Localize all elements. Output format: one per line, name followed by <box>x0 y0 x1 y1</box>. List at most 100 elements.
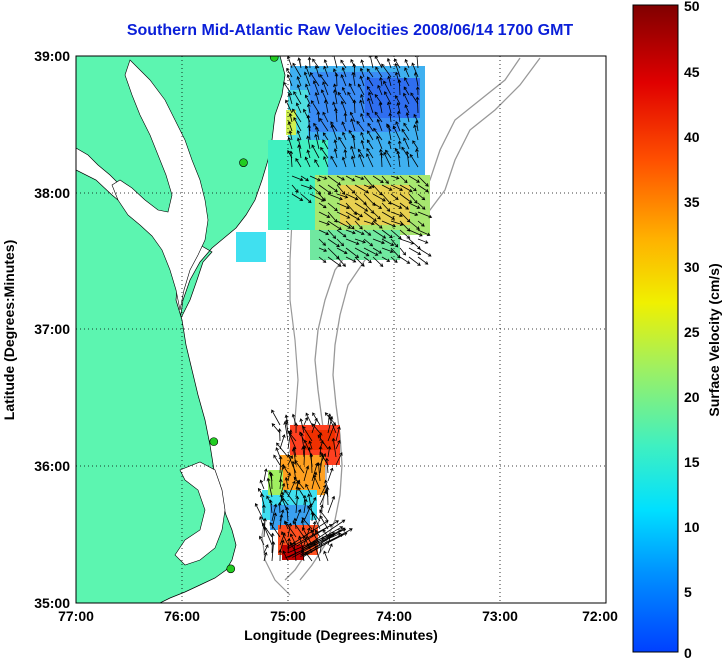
velocity-arrow <box>414 120 419 132</box>
velocity-arrow <box>363 238 374 247</box>
velocity-arrow <box>261 504 266 514</box>
velocity-arrow <box>293 91 302 105</box>
velocity-arrow <box>352 63 357 78</box>
velocity-arrow <box>330 155 338 168</box>
map-title: Southern Mid-Atlantic Raw Velocities 200… <box>126 22 574 39</box>
velocity-arrow <box>350 145 356 159</box>
velocity-arrow <box>324 99 329 114</box>
velocity-arrow <box>305 412 313 426</box>
velocity-arrow <box>279 434 286 450</box>
velocity-arrow <box>304 94 311 105</box>
velocity-arrow <box>263 544 269 554</box>
velocity-arrow <box>306 103 311 114</box>
velocity-arrow <box>363 247 379 256</box>
velocity-arrow <box>287 522 293 538</box>
velocity-arrow <box>309 193 325 202</box>
velocity-arrow <box>356 120 365 132</box>
velocity-arrow <box>303 416 309 426</box>
velocity-arrow <box>283 421 289 442</box>
velocity-arrow <box>314 159 320 168</box>
velocity-arrow <box>263 468 268 482</box>
velocity-arrow <box>360 93 365 105</box>
velocity-arrow <box>376 135 383 150</box>
velocity-arrow <box>318 211 331 218</box>
velocity-arrow <box>328 416 337 434</box>
velocity-arrow <box>306 135 311 150</box>
velocity-arrow <box>302 425 313 442</box>
velocity-arrow <box>381 247 394 253</box>
velocity-arrow <box>408 193 418 204</box>
velocity-arrow <box>390 220 404 226</box>
colorbar-tick-label: 20 <box>684 389 700 405</box>
velocity-arrow <box>376 118 383 132</box>
velocity-arrow <box>284 414 289 426</box>
velocity-arrow <box>266 477 273 498</box>
velocity-arrow <box>381 238 395 246</box>
velocity-arrow <box>351 134 356 150</box>
velocity-arrow <box>354 256 365 267</box>
velocity-arrow <box>374 56 383 69</box>
velocity-arrow <box>341 131 347 141</box>
velocity-arrow <box>335 452 343 466</box>
velocity-arrow <box>276 442 289 458</box>
velocity-arrow <box>381 220 396 228</box>
velocity-arrow <box>316 462 321 482</box>
velocity-arrow <box>319 509 329 522</box>
velocity-arrow <box>291 184 299 193</box>
velocity-arrow <box>335 425 341 442</box>
y-axis-ticks: 39:00 38:00 37:00 36:00 35:00 <box>34 48 70 611</box>
bay-water <box>111 59 209 311</box>
velocity-arrow <box>372 175 384 184</box>
velocity-arrow <box>381 175 389 185</box>
velocity-arrow <box>313 474 321 490</box>
velocity-arrow <box>354 229 365 235</box>
velocity-arrow <box>408 175 420 183</box>
velocity-arrow <box>405 150 410 168</box>
velocity-arrow <box>306 114 311 132</box>
velocity-arrow <box>293 517 298 530</box>
velocity-arrow <box>360 59 365 69</box>
velocity-arrow <box>323 59 329 69</box>
velocity-arrow <box>372 256 384 267</box>
velocity-arrow <box>327 229 337 239</box>
velocity-arrow <box>333 107 338 123</box>
velocity-arrow <box>295 157 302 168</box>
velocity-arrow <box>343 112 348 123</box>
velocity-arrow <box>399 229 411 239</box>
velocity-arrow <box>292 520 305 538</box>
velocity-arrow <box>302 527 313 546</box>
velocity-arrow <box>359 67 365 78</box>
velocity-arrow <box>283 465 289 474</box>
velocity-arrow <box>399 202 409 210</box>
velocity-arrow <box>336 229 347 238</box>
velocity-arrow <box>367 97 374 114</box>
velocity-arrow <box>312 58 320 69</box>
velocity-arrow <box>327 495 336 514</box>
velocity-arrow <box>307 493 313 514</box>
velocity-arrow <box>401 128 410 141</box>
velocity-arrow <box>300 432 305 450</box>
velocity-arrow <box>336 202 350 210</box>
velocity-arrow <box>340 100 347 114</box>
station-marker <box>269 56 279 62</box>
velocity-arrow <box>415 86 420 96</box>
velocity-arrow <box>287 455 294 466</box>
velocity-arrow <box>345 247 360 259</box>
velocity-arrow <box>295 102 302 114</box>
velocity-arrow <box>354 220 363 230</box>
velocity-arrow <box>366 147 374 159</box>
x-tick-label: 77:00 <box>58 608 94 624</box>
velocity-arrow <box>322 132 329 141</box>
x-tick-label: 72:00 <box>582 608 618 624</box>
velocity-arrow <box>319 453 327 466</box>
velocity-arrow <box>408 184 417 192</box>
velocity-arrow <box>360 113 365 123</box>
velocity-arrow <box>405 112 410 123</box>
station-marker <box>226 564 236 574</box>
velocity-arrow <box>319 73 329 87</box>
velocity-arrow <box>354 175 365 181</box>
velocity-arrow <box>254 502 265 522</box>
colorbar-tick-label: 40 <box>684 129 700 145</box>
velocity-arrow <box>307 505 321 522</box>
y-tick-label: 39:00 <box>34 48 70 64</box>
